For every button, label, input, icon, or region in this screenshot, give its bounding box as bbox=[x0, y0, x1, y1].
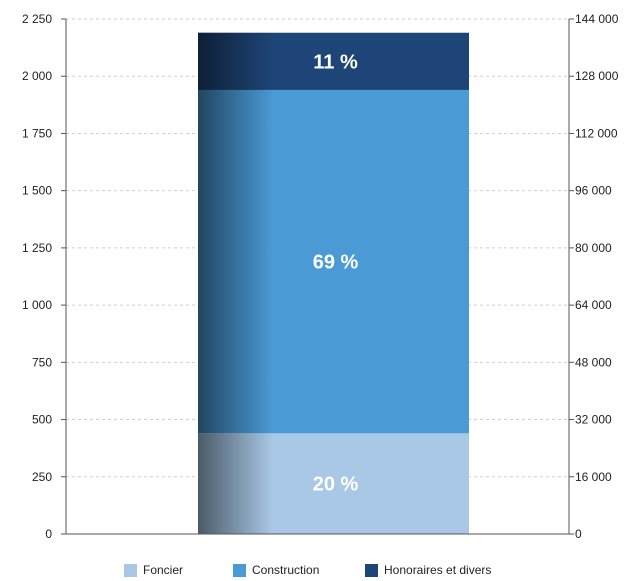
right-tick-label: 96 000 bbox=[575, 184, 612, 198]
legend-swatch bbox=[233, 563, 246, 577]
left-tick-label: 1 250 bbox=[22, 241, 52, 255]
right-tick-label: 112 000 bbox=[575, 126, 618, 140]
right-tick-label: 64 000 bbox=[575, 298, 612, 312]
legend-swatch bbox=[124, 563, 137, 577]
legend-item: Honoraires et divers bbox=[365, 563, 491, 577]
left-tick-label: 1 500 bbox=[22, 184, 52, 198]
left-tick-label: 500 bbox=[32, 413, 52, 427]
right-tick-label: 0 bbox=[575, 527, 582, 541]
left-tick-label: 1 750 bbox=[22, 126, 52, 140]
right-tick-label: 80 000 bbox=[575, 241, 612, 255]
right-tick-label: 16 000 bbox=[575, 470, 612, 484]
legend-label: Construction bbox=[252, 563, 320, 577]
bar-shade bbox=[198, 89, 273, 434]
left-tick-label: 250 bbox=[32, 470, 52, 484]
bar-shade bbox=[198, 433, 273, 534]
legend-item: Construction bbox=[233, 563, 319, 577]
legend: Foncier Construction Honoraires et divers bbox=[0, 563, 643, 581]
bar-stack: 20 % 69 % 11 % bbox=[198, 32, 469, 534]
left-tick-label: 0 bbox=[45, 527, 52, 541]
legend-item: Foncier bbox=[124, 563, 183, 577]
axes: 0 250 500 750 1 000 1 250 1 500 1 750 2 000 2 250… bbox=[22, 12, 619, 541]
segment-percent-label: 11 % bbox=[313, 51, 358, 73]
segment-percent-label: 69 % bbox=[313, 252, 359, 274]
left-tick-label: 750 bbox=[32, 355, 52, 369]
legend-label: Foncier bbox=[143, 563, 184, 577]
right-tick-label: 128 000 bbox=[575, 69, 619, 83]
bar-shade bbox=[198, 32, 273, 90]
legend-swatch bbox=[365, 563, 378, 577]
legend-label: Honoraires et divers bbox=[384, 563, 492, 577]
left-tick-label: 2 250 bbox=[22, 12, 52, 26]
left-tick-label: 1 000 bbox=[22, 298, 52, 312]
right-tick-label: 144 000 bbox=[575, 12, 619, 26]
right-tick-label: 32 000 bbox=[575, 413, 612, 427]
left-tick-label: 2 000 bbox=[22, 69, 52, 83]
segment-percent-label: 20 % bbox=[313, 474, 359, 496]
right-tick-label: 48 000 bbox=[575, 355, 612, 369]
